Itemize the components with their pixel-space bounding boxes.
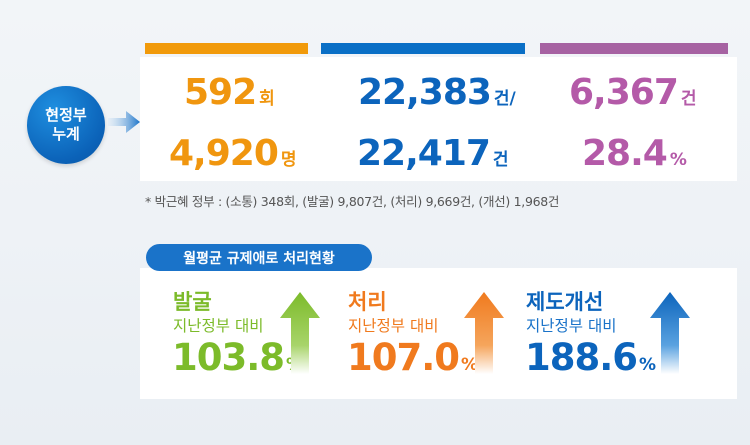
discovery-value: 103.8% <box>172 336 303 379</box>
badge-line-2: 누계 <box>52 125 80 143</box>
consult-people: 4,920 명 <box>169 133 297 174</box>
cumulative-stats-card <box>140 57 737 181</box>
arrow-right-icon <box>108 111 140 133</box>
previous-government-note: * 박근혜 정부 : (소통) 348회, (발굴) 9,807건, (처리) … <box>145 194 560 209</box>
processing-header-bar <box>321 43 525 54</box>
processing-value: 107.0% <box>347 336 479 379</box>
consult-header-bar <box>145 43 308 54</box>
received-count: 22,383 건/ <box>358 72 516 113</box>
up-arrow-icon <box>280 292 320 374</box>
monthly-section-label: 월평균 규제애로 처리현황 <box>146 244 372 271</box>
monthly-stats-card <box>140 268 737 399</box>
cumulative-badge: 현정부 누계 <box>27 86 105 164</box>
improve-rate: 28.4% <box>582 133 687 174</box>
improvement-header-bar <box>540 43 728 54</box>
processing-title: 처리 <box>348 290 387 314</box>
up-arrow-icon <box>464 292 504 374</box>
discovery-title: 발굴 <box>173 290 212 314</box>
improved-count: 6,367 건 <box>569 72 697 113</box>
discovery-subtitle: 지난정부 대비 <box>173 317 264 335</box>
consult-count: 592 회 <box>184 72 275 113</box>
processed-count: 22,417 건 <box>357 133 509 174</box>
improvement-subtitle: 지난정부 대비 <box>526 317 617 335</box>
badge-line-1: 현정부 <box>45 106 87 124</box>
improvement-value: 188.6% <box>525 336 657 379</box>
improvement-title: 제도개선 <box>526 290 604 314</box>
up-arrow-icon <box>650 292 690 374</box>
processing-subtitle: 지난정부 대비 <box>348 317 439 335</box>
